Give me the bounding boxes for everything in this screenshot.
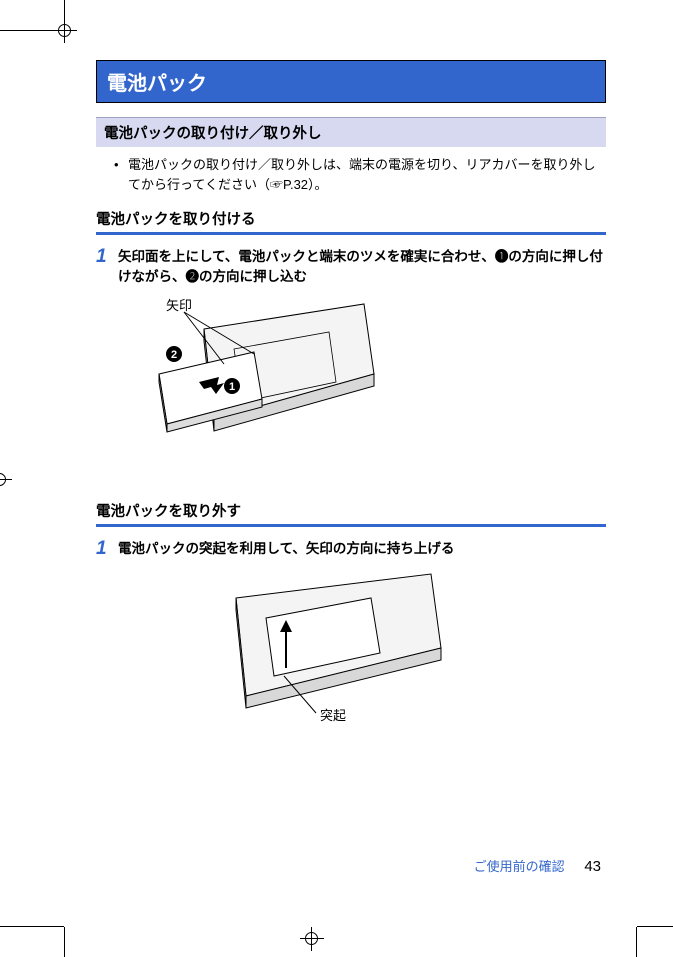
marker-two: 2 [171, 349, 177, 361]
page-content: 電池パック 電池パックの取り付け／取り外し • 電池パックの取り付け／取り外しは… [96, 60, 606, 769]
note-bullet: • 電池パックの取り付け／取り外しは、端末の電源を切り、リアカバーを取り外してか… [96, 155, 606, 194]
registration-mark-icon [0, 468, 12, 492]
step-text: 矢印面を上にして、電池パックと端末のツメを確実に合わせ、❶の方向に押し付けながら… [118, 247, 606, 286]
step-row: 1 電池パックの突起を利用して、矢印の方向に持ち上げる [96, 539, 606, 560]
subsection-heading: 電池パックの取り付け／取り外し [96, 117, 606, 147]
step-number: 1 [96, 539, 118, 560]
procedure-heading-attach: 電池パックを取り付ける [96, 208, 606, 235]
procedure-heading-remove: 電池パックを取り外す [96, 500, 606, 527]
arrow-label: 矢印 [166, 298, 192, 313]
trim-mark [64, 927, 65, 957]
battery-attach-illustration: 1 2 矢印 [104, 294, 384, 459]
step-row: 1 矢印面を上にして、電池パックと端末のツメを確実に合わせ、❶の方向に押し付けな… [96, 247, 606, 286]
battery-remove-illustration: 突起 [156, 568, 456, 728]
diagram-attach: 1 2 矢印 [104, 294, 606, 464]
trim-mark [636, 927, 637, 957]
note-text: 電池パックの取り付け／取り外しは、端末の電源を切り、リアカバーを取り外してから行… [128, 155, 606, 194]
footer-section-name: ご使用前の確認 [474, 859, 565, 874]
registration-mark-icon [300, 927, 324, 951]
trim-mark [637, 926, 673, 927]
bullet-dot-icon: • [114, 155, 128, 194]
footer-page-number: 43 [584, 858, 601, 875]
marker-one: 1 [229, 381, 235, 393]
page-footer: ご使用前の確認 43 [474, 856, 601, 875]
step-number: 1 [96, 247, 118, 286]
registration-mark-icon [53, 19, 77, 43]
trim-mark [0, 926, 64, 927]
diagram-remove: 突起 [156, 568, 606, 733]
step-text: 電池パックの突起を利用して、矢印の方向に持ち上げる [118, 539, 606, 560]
protrusion-label: 突起 [320, 708, 346, 723]
section-title: 電池パック [96, 60, 606, 103]
